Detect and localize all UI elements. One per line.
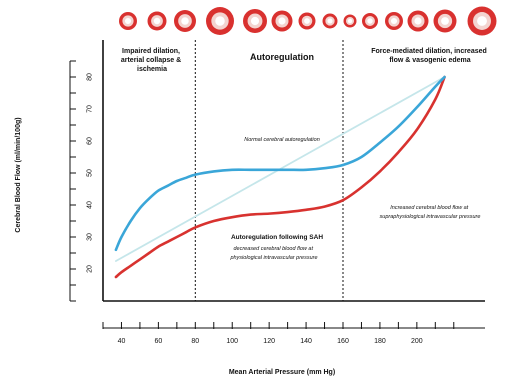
annotation-increased-line-2: supraphysiological intravascular pressur… — [380, 214, 481, 220]
annotation-increased-flow: Increased cerebral blood flow at supraph… — [380, 205, 481, 220]
x-tick-label: 200 — [411, 338, 423, 345]
y-tick-label: 30 — [87, 233, 94, 241]
x-tick-label: 40 — [118, 338, 126, 345]
sah-autoregulation-line — [114, 75, 446, 279]
region-label-impaired-line-2: arterial collapse & — [121, 57, 181, 64]
x-tick-label: 80 — [191, 338, 199, 345]
vessel-center-icon — [477, 16, 487, 26]
vessel-center-icon — [250, 16, 260, 26]
annotation-decreased-line-1: decreased cerebral blood flow at — [233, 246, 313, 252]
vessel-center-icon — [414, 17, 422, 25]
x-tick-label: 100 — [226, 338, 238, 345]
vessel-center-icon — [327, 18, 333, 24]
vessel-center-icon — [367, 18, 373, 24]
x-tick-label: 140 — [300, 338, 312, 345]
vessel-center-icon — [153, 17, 161, 25]
region-label-force-line-1: Force-mediated dilation, increased — [371, 48, 487, 55]
vessel-center-icon — [347, 18, 353, 24]
annotation-increased-line-1: Increased cerebral blood flow at — [390, 205, 468, 211]
x-tick-label: 180 — [374, 338, 386, 345]
y-axis-label: Cerebral Blood Flow (ml/min/100g) — [15, 117, 22, 232]
annotation-sah-autoregulation: Autoregulation following SAH — [231, 234, 323, 241]
vessel-center-icon — [181, 17, 189, 25]
y-tick-label: 60 — [87, 137, 94, 145]
vessel-center-icon — [278, 17, 286, 25]
region-label-force-line-2: flow & vasogenic edema — [389, 57, 470, 64]
x-tick-label: 120 — [263, 338, 275, 345]
region-label-force-mediated: Force-mediated dilation, increased flow … — [371, 48, 488, 64]
y-tick-label: 40 — [87, 201, 94, 209]
region-label-impaired: Impaired dilation, arterial collapse & i… — [121, 48, 183, 73]
axes: 20 30 40 50 60 70 80 40 60 80 100 120 140 160 180 200 — [69, 40, 485, 345]
normal-autoregulation-line — [114, 75, 446, 252]
chart-annotations: Normal cerebral autoregulation Autoregul… — [229, 137, 480, 261]
annotation-normal-autoregulation: Normal cerebral autoregulation — [244, 137, 320, 143]
y-tick-label: 70 — [87, 105, 94, 113]
vessel-center-icon — [124, 17, 132, 25]
y-tick-label: 80 — [87, 73, 94, 81]
region-label-autoregulation: Autoregulation — [250, 52, 314, 62]
vessel-center-icon — [215, 16, 225, 26]
annotation-decreased-line-2: physiological intravascular pressure — [229, 255, 317, 261]
x-tick-label: 160 — [337, 338, 349, 345]
region-label-impaired-line-1: Impaired dilation, — [122, 48, 180, 55]
region-labels: Impaired dilation, arterial collapse & i… — [121, 48, 488, 73]
vessel-center-icon — [390, 17, 398, 25]
annotation-decreased-flow: decreased cerebral blood flow at physiol… — [229, 246, 317, 261]
x-tick-label: 60 — [154, 338, 162, 345]
vessel-diameter-icons — [119, 6, 497, 36]
vessel-center-icon — [441, 17, 449, 25]
region-label-impaired-line-3: ischemia — [137, 66, 167, 73]
y-tick-label: 50 — [87, 169, 94, 177]
region-dividers — [194, 40, 344, 301]
vessel-center-icon — [304, 18, 310, 24]
data-series — [114, 75, 446, 279]
x-axis-label: Mean Arterial Pressure (mm Hg) — [229, 369, 335, 376]
y-tick-label: 20 — [87, 265, 94, 273]
